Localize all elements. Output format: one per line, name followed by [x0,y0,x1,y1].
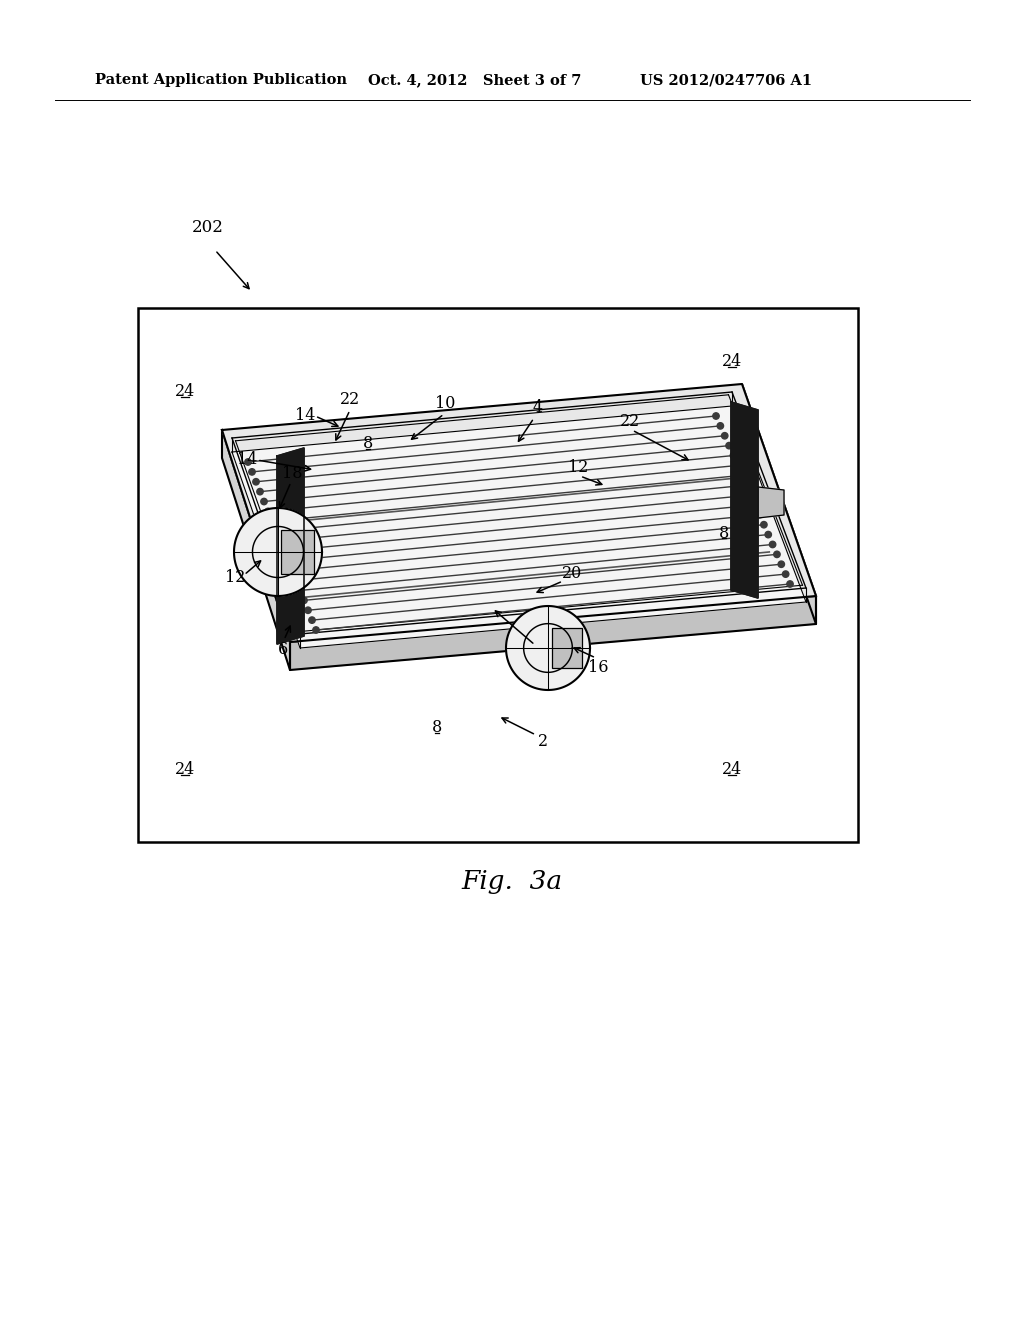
Polygon shape [506,606,590,690]
Circle shape [752,502,759,508]
Text: 22: 22 [620,413,640,430]
Text: 12: 12 [568,459,588,477]
Text: 4: 4 [532,400,543,417]
Circle shape [265,508,271,515]
Text: 8: 8 [362,436,373,453]
Text: 24: 24 [175,762,196,779]
Circle shape [774,552,780,557]
Text: 14: 14 [295,408,315,425]
Text: 202: 202 [193,219,224,236]
Polygon shape [278,447,304,644]
Circle shape [305,607,311,614]
Circle shape [249,469,255,475]
Circle shape [778,561,784,568]
Polygon shape [232,407,806,648]
Text: 24: 24 [175,384,196,400]
Circle shape [276,537,284,544]
Circle shape [717,422,724,429]
Text: Patent Application Publication: Patent Application Publication [95,73,347,87]
Bar [281,531,314,574]
Circle shape [748,492,754,498]
Circle shape [765,532,771,537]
Text: 8: 8 [432,719,442,737]
Polygon shape [290,597,816,671]
Circle shape [285,557,291,564]
Circle shape [761,521,767,528]
Circle shape [268,517,275,524]
Circle shape [245,459,251,465]
Circle shape [730,453,736,459]
Circle shape [726,442,732,449]
Circle shape [312,627,319,634]
Circle shape [743,482,750,488]
Circle shape [281,548,287,554]
Text: Oct. 4, 2012   Sheet 3 of 7: Oct. 4, 2012 Sheet 3 of 7 [368,73,582,87]
Circle shape [734,462,741,469]
Text: 20: 20 [562,565,582,582]
Circle shape [272,528,280,535]
Circle shape [289,568,295,574]
Circle shape [253,479,259,484]
Text: 24: 24 [722,354,742,371]
Circle shape [769,541,776,548]
Circle shape [301,597,307,603]
Text: US 2012/0247706 A1: US 2012/0247706 A1 [640,73,812,87]
Polygon shape [251,532,278,562]
Text: 14: 14 [237,451,257,469]
Circle shape [713,413,719,420]
Text: 24: 24 [722,762,742,779]
Polygon shape [742,384,816,624]
Text: Fig.  3a: Fig. 3a [462,870,562,895]
Circle shape [722,433,728,440]
Polygon shape [222,384,816,642]
Text: 16: 16 [588,659,608,676]
Circle shape [782,572,788,577]
Bar [552,628,582,668]
Text: 8: 8 [719,524,729,541]
Text: 12: 12 [225,569,245,586]
Polygon shape [758,487,784,517]
Circle shape [739,473,745,478]
Text: 22: 22 [340,392,360,408]
Text: 2: 2 [538,734,548,751]
Bar [138,308,858,842]
Polygon shape [234,508,322,597]
Circle shape [297,587,303,594]
Text: 10: 10 [435,396,456,412]
Circle shape [257,488,263,495]
Circle shape [757,512,763,517]
Polygon shape [731,403,758,598]
Circle shape [786,581,794,587]
Circle shape [293,577,299,583]
Circle shape [309,616,315,623]
Circle shape [261,499,267,504]
Text: 18: 18 [282,466,302,483]
Text: 6: 6 [278,642,288,659]
Polygon shape [222,430,290,671]
